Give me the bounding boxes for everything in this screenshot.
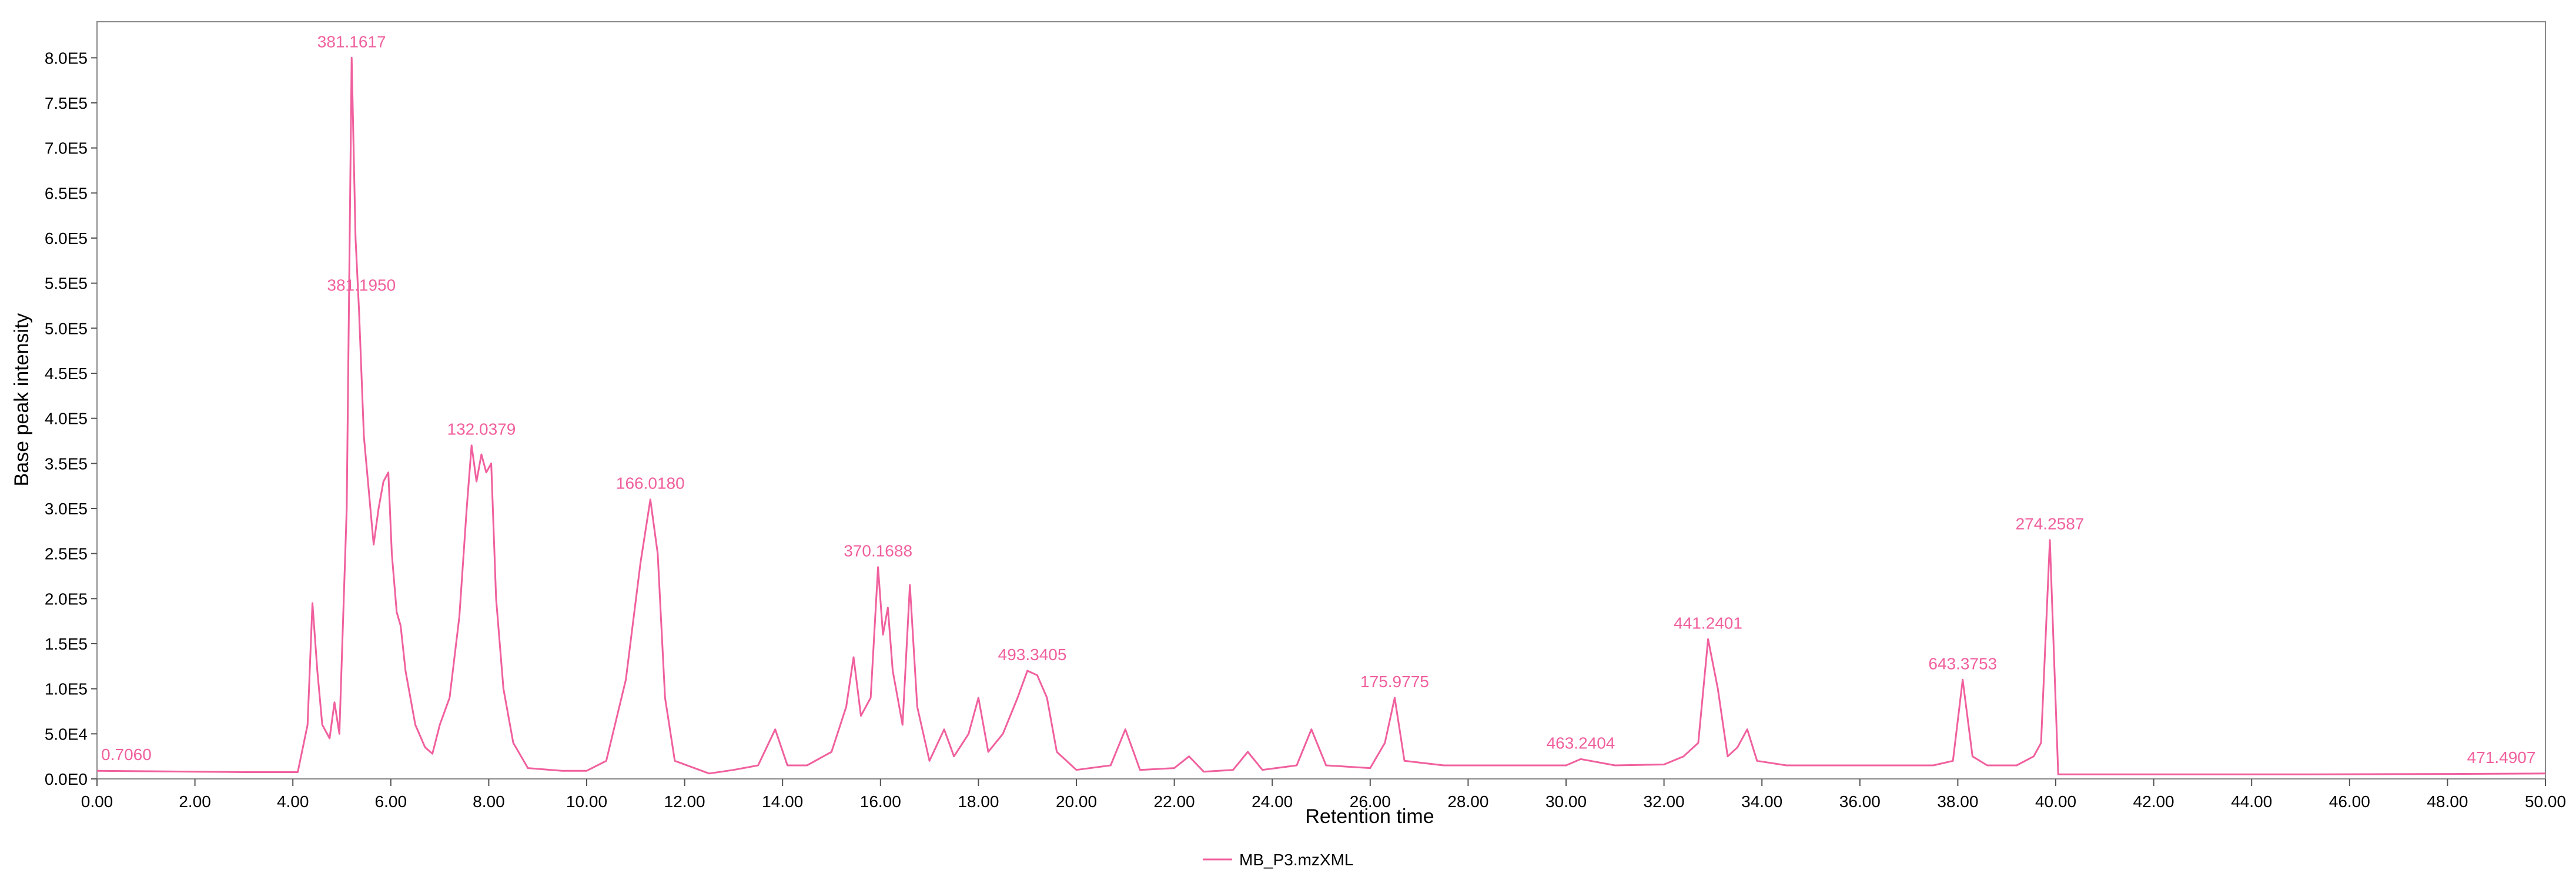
x-tick-label: 50.00 <box>2525 792 2566 811</box>
y-axis-title: Base peak intensity <box>11 313 33 487</box>
y-tick-label: 3.0E5 <box>45 500 88 518</box>
y-tick-label: 6.5E5 <box>45 184 88 202</box>
peak-label: 441.2401 <box>1674 614 1742 632</box>
x-tick-label: 46.00 <box>2329 792 2370 811</box>
x-tick-label: 32.00 <box>1644 792 1685 811</box>
series-line <box>96 56 2546 775</box>
x-tick-label: 18.00 <box>958 792 999 811</box>
x-tick-label: 30.00 <box>1545 792 1587 811</box>
y-tick-label: 6.0E5 <box>45 229 88 247</box>
x-tick-label: 36.00 <box>1839 792 1881 811</box>
y-tick-label: 3.5E5 <box>45 454 88 473</box>
x-axis-title: Retention time <box>1305 805 1434 828</box>
y-tick-label: 8.0E5 <box>45 49 88 67</box>
peak-label: 493.3405 <box>998 645 1067 664</box>
peak-label: 463.2404 <box>1547 734 1615 752</box>
peak-label: 381.1617 <box>317 32 386 51</box>
x-tick-label: 6.00 <box>375 792 407 811</box>
x-tick-label: 14.00 <box>762 792 803 811</box>
x-tick-label: 20.00 <box>1056 792 1097 811</box>
x-tick-label: 8.00 <box>473 792 505 811</box>
peak-label: 175.9775 <box>1360 672 1429 691</box>
peak-label: 166.0180 <box>616 474 685 493</box>
y-tick-label: 1.5E5 <box>45 635 88 653</box>
legend-label: MB_P3.mzXML <box>1239 851 1354 869</box>
y-tick-label: 4.0E5 <box>45 410 88 428</box>
y-tick-label: 2.5E5 <box>45 545 88 563</box>
x-tick-label: 44.00 <box>2231 792 2272 811</box>
x-axis-ticks: 0.00 2.00 4.00 6.00 8.00 10.00 12.00 14.00 16.00… <box>81 779 2566 811</box>
peak-label: 0.7060 <box>101 745 152 764</box>
series-layer <box>96 56 2546 775</box>
y-tick-label: 4.5E5 <box>45 364 88 383</box>
peak-label: 471.4907 <box>2467 748 2536 767</box>
x-tick-label: 22.00 <box>1154 792 1195 811</box>
x-tick-label: 28.00 <box>1447 792 1488 811</box>
x-tick-label: 10.00 <box>566 792 607 811</box>
y-axis-ticks: 0.0E0 5.0E4 1.0E5 1.5E5 2.0E5 2.5E5 3.0E5 3.5E5… <box>45 49 97 788</box>
x-tick-label: 34.00 <box>1741 792 1782 811</box>
x-tick-label: 12.00 <box>664 792 705 811</box>
peak-annotations: 381.1617 381.1950 132.0379 166.0180 370.1688… <box>101 32 2535 766</box>
x-tick-label: 4.00 <box>277 792 309 811</box>
peak-label: 370.1688 <box>844 542 912 560</box>
x-tick-label: 42.00 <box>2133 792 2174 811</box>
plot-frame <box>96 21 2546 779</box>
y-tick-label: 1.0E5 <box>45 680 88 698</box>
y-tick-label: 7.0E5 <box>45 139 88 158</box>
x-tick-label: 0.00 <box>81 792 113 811</box>
x-tick-label: 38.00 <box>1937 792 1978 811</box>
peak-label: 132.0379 <box>447 420 516 439</box>
peak-label: 381.1950 <box>327 276 396 294</box>
y-tick-label: 7.5E5 <box>45 94 88 112</box>
peak-label: 274.2587 <box>2016 515 2085 533</box>
legend: MB_P3.mzXML <box>1203 851 1354 869</box>
x-tick-label: 40.00 <box>2035 792 2076 811</box>
y-tick-label: 2.0E5 <box>45 590 88 608</box>
y-tick-label: 0.0E0 <box>45 770 88 788</box>
y-tick-label: 5.5E5 <box>45 275 88 293</box>
x-tick-label: 2.00 <box>179 792 211 811</box>
x-tick-label: 16.00 <box>860 792 901 811</box>
x-tick-label: 24.00 <box>1252 792 1293 811</box>
peak-label: 643.3753 <box>1928 654 1997 672</box>
x-tick-label: 48.00 <box>2427 792 2468 811</box>
y-tick-label: 5.0E4 <box>45 725 88 743</box>
y-tick-label: 5.0E5 <box>45 319 88 337</box>
x-tick-label: 26.00 <box>1350 792 1391 811</box>
